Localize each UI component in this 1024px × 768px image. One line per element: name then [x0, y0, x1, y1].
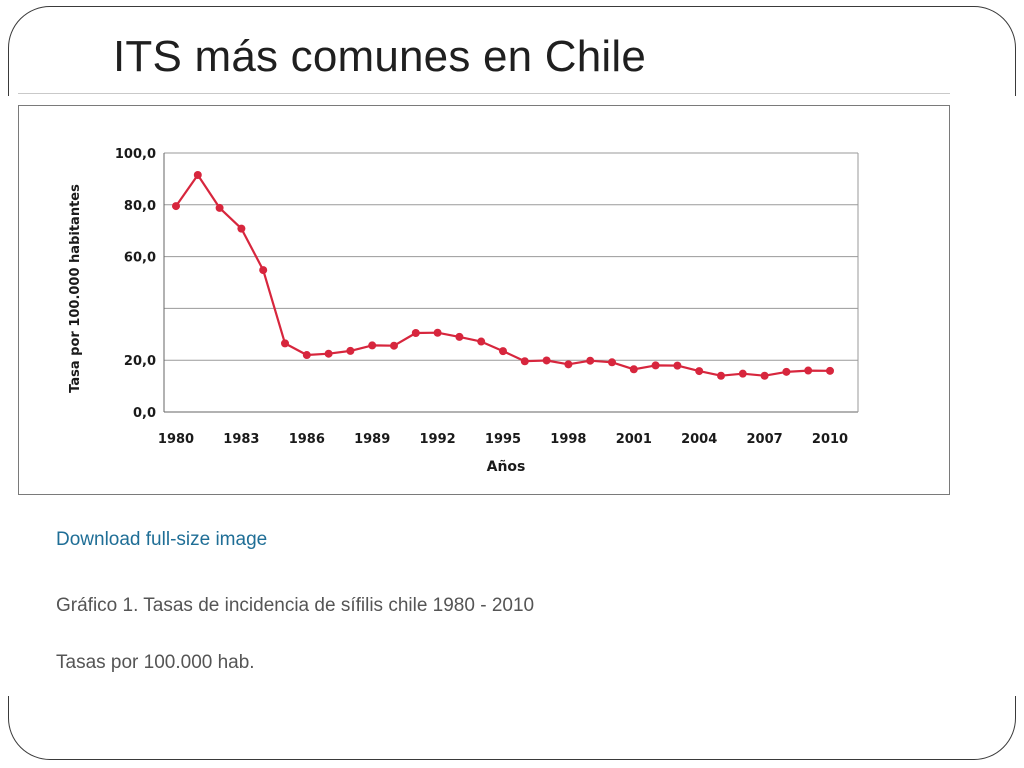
x-tick-label: 2007	[747, 432, 783, 447]
data-point-2007	[760, 371, 769, 380]
data-point-2003	[673, 361, 682, 370]
data-point-1999	[586, 356, 595, 365]
syphilis-incidence-chart: 0,0 20,0 60,0 80,0 100,0 1980 1983 1986 1989 1992…	[68, 147, 859, 475]
x-tick-label: 2004	[681, 432, 717, 447]
data-point-2009	[804, 366, 813, 375]
x-axis-title: Años	[487, 459, 526, 475]
x-tick-label: 1992	[420, 432, 456, 447]
x-tick-label: 1986	[289, 432, 325, 447]
data-point-1997	[542, 356, 551, 365]
data-point-1983	[237, 224, 246, 233]
axis-layer	[163, 153, 859, 413]
y-tick-label: 80,0	[124, 199, 156, 214]
data-point-1980	[172, 202, 180, 211]
data-point-2008	[782, 367, 791, 376]
data-point-2004	[695, 367, 704, 376]
data-point-2006	[738, 369, 747, 378]
y-tick-label: 60,0	[124, 251, 156, 266]
slide-title: ITS más comunes en Chile	[113, 32, 647, 81]
data-point-1985	[281, 339, 289, 348]
rate-note: Tasas por 100.000 hab.	[56, 652, 255, 673]
y-axis-title: Tasa por 100.000 habitantes	[68, 184, 83, 393]
data-point-1986	[302, 351, 311, 360]
data-point-1993	[455, 332, 464, 341]
download-full-size-link[interactable]: Download full-size image	[56, 529, 268, 550]
x-tick-label: 2001	[616, 432, 652, 447]
data-point-1984	[259, 266, 268, 275]
x-tick-label: 1989	[354, 432, 390, 447]
data-point-1995	[499, 347, 507, 356]
data-point-1988	[346, 346, 355, 355]
x-tick-label: 1980	[158, 432, 194, 447]
data-point-1981	[193, 171, 202, 180]
frame-gap-right-top	[1012, 96, 1018, 696]
label-layer: 0,0 20,0 60,0 80,0 100,0 1980 1983 1986 1989 1992…	[68, 147, 848, 475]
data-point-2002	[651, 361, 660, 370]
figure-caption: Gráfico 1. Tasas de incidencia de sífili…	[56, 595, 535, 616]
x-tick-label: 1998	[550, 432, 586, 447]
y-tick-label: 20,0	[124, 354, 156, 369]
data-point-1996	[520, 357, 529, 366]
data-point-1990	[390, 341, 398, 350]
y-tick-label: 100,0	[115, 147, 156, 162]
data-point-2005	[717, 371, 725, 380]
data-point-2000	[608, 358, 616, 367]
grid-layer	[164, 152, 858, 361]
data-point-1982	[215, 203, 224, 212]
frame-gap-left-top	[5, 96, 11, 696]
data-point-1989	[368, 341, 377, 350]
data-point-1987	[324, 349, 333, 358]
title-divider	[18, 93, 950, 94]
y-tick-label: 0,0	[133, 406, 156, 421]
x-tick-label: 2010	[812, 432, 848, 447]
data-point-2010	[826, 366, 834, 375]
data-point-1991	[411, 329, 420, 338]
data-point-2001	[629, 365, 638, 374]
data-point-1992	[433, 328, 442, 337]
series-layer	[172, 171, 834, 380]
chart-panel: 0,0 20,0 60,0 80,0 100,0 1980 1983 1986 1989 1992…	[18, 105, 950, 495]
x-tick-label: 1995	[485, 432, 521, 447]
data-point-1994	[477, 337, 486, 346]
data-point-1998	[564, 360, 573, 369]
x-tick-label: 1983	[223, 432, 259, 447]
